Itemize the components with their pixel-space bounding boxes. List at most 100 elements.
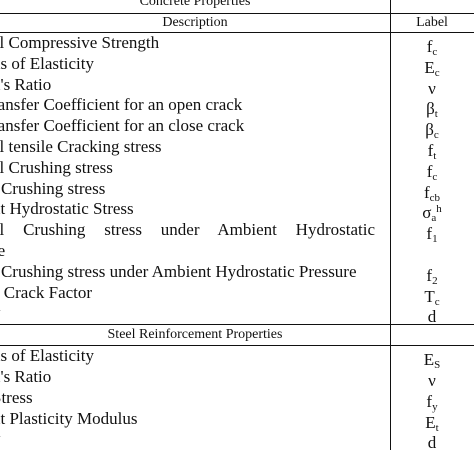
label-symbol: σ — [422, 203, 432, 223]
label-subscript: c — [434, 66, 440, 79]
concrete-section-title: Concrete Properties — [139, 0, 251, 9]
table-header-row: Description Label — [0, 14, 474, 32]
property-description: al Crushing stress — [0, 157, 113, 177]
label-subscript: cb — [429, 191, 441, 204]
table-row: re — [0, 241, 474, 262]
label-subscript: t — [434, 108, 438, 121]
properties-table: Concrete Properties Description Label al… — [0, 0, 474, 452]
steel-rows: us of ElasticityESn's RatioνStressfynt P… — [0, 346, 474, 452]
table-row: al Compressive Strength fc — [0, 33, 474, 58]
label-symbol: f — [426, 161, 433, 181]
property-description: ransfer Coefficient for an open crack — [0, 95, 243, 115]
column-divider — [390, 14, 391, 32]
label-symbol: T — [424, 286, 435, 306]
concrete-rows: al Compressive Strength fc us of Elasticit… — [0, 33, 474, 326]
table-row: n's Ratio ν — [0, 74, 474, 98]
property-label: ft — [390, 137, 474, 167]
label-symbol: E — [423, 350, 435, 370]
column-divider — [390, 346, 391, 451]
property-label: d — [390, 303, 474, 333]
property-description: l Crushing stress — [0, 178, 106, 198]
table-row: Stress fy — [0, 387, 474, 413]
property-label: d — [390, 429, 474, 459]
property-description: us of Elasticity — [0, 346, 94, 366]
property-label: ν — [390, 367, 474, 397]
label-subscript: t — [433, 149, 437, 162]
property-label: fy — [390, 388, 474, 418]
property-description: Stress — [0, 387, 33, 407]
label-subscript: c — [432, 46, 438, 58]
property-label: Ec — [390, 54, 474, 84]
label-subscript: y — [432, 400, 438, 413]
property-description: us of Elasticity — [0, 53, 94, 73]
property-description: nt Hydrostatic Stress — [0, 199, 134, 219]
label-symbol: d — [427, 307, 437, 327]
property-label: fcb — [390, 179, 474, 209]
label-symbol: f — [426, 224, 433, 244]
property-label: ν — [390, 75, 474, 105]
property-description: al Compressive Strength — [0, 33, 160, 52]
divider — [0, 345, 474, 347]
table-row: e Crack Factor Tc — [0, 282, 474, 308]
column-divider — [390, 325, 391, 346]
label-symbol: f — [427, 140, 434, 160]
table-row: nt Plasticity Modulus Et — [0, 408, 474, 434]
table-row: al Crushing stress fc — [0, 157, 474, 183]
property-label: βt — [390, 95, 474, 125]
property-description: ransfer Coefficient for an close crack — [0, 116, 245, 136]
label-symbol: f — [423, 182, 430, 202]
label-symbol: d — [427, 433, 437, 453]
property-description: nt Plasticity Modulus — [0, 408, 138, 428]
property-description: y — [0, 303, 382, 324]
table-row: l Crushing stress fcb — [0, 178, 474, 204]
property-description: n's Ratio — [0, 74, 52, 94]
concrete-section-title-row: Concrete Properties — [0, 0, 474, 13]
property-description: al Crushing stress under Ambient Hydrost… — [0, 220, 375, 240]
property-description: re — [0, 240, 6, 260]
label-symbol: E — [424, 57, 435, 77]
property-label: fc — [390, 158, 474, 188]
property-label: Tc — [390, 283, 474, 313]
description-column-header: Description — [162, 15, 228, 30]
label-subscript: c — [433, 129, 439, 142]
label-subscript: t — [435, 421, 439, 434]
table-row: al tensile Cracking stress ft — [0, 136, 474, 162]
label-subscript: 1 — [432, 233, 438, 246]
table-row: yd — [0, 429, 474, 452]
table-row: ransfer Coefficient for an close crack βc — [0, 116, 474, 141]
property-description: l Crushing stress under Ambient Hydrosta… — [0, 261, 357, 281]
property-label: Et — [390, 409, 474, 439]
divider — [0, 32, 474, 33]
table-row: nt Hydrostatic Stress σah — [0, 199, 474, 224]
label-column-header: Label — [416, 15, 448, 30]
table-row: n's Ratio ν — [0, 366, 474, 390]
property-description: y — [0, 429, 382, 450]
property-label: σah — [390, 199, 474, 229]
column-divider — [390, 0, 391, 13]
label-symbol: β — [425, 120, 434, 140]
table-row: us of Elasticity Ec — [0, 53, 474, 79]
label-subscript: 2 — [432, 274, 438, 287]
property-label: f1 — [390, 220, 474, 250]
property-description: n's Ratio — [0, 366, 52, 386]
label-symbol: β — [426, 99, 435, 119]
steel-section-title: Steel Reinforcement Properties — [107, 327, 283, 343]
label-subscript: S — [434, 359, 441, 372]
table-row: ransfer Coefficient for an open crack βt — [0, 95, 474, 120]
label-symbol: ν — [428, 370, 436, 390]
steel-section-title-row: Steel Reinforcement Properties — [0, 325, 474, 346]
property-description: e Crack Factor — [0, 282, 93, 302]
label-symbol: f — [426, 391, 433, 411]
label-superscript: h — [436, 203, 442, 216]
table-row: us of Elasticity ES — [0, 346, 474, 371]
property-label: βc — [390, 116, 474, 146]
column-divider — [390, 33, 391, 325]
table-row: yd — [0, 303, 474, 326]
property-description: al tensile Cracking stress — [0, 136, 162, 156]
label-symbol: f — [426, 37, 433, 56]
property-label: ES — [390, 346, 474, 376]
label-subscript: c — [432, 170, 438, 183]
divider — [0, 324, 474, 326]
property-label: fc — [390, 33, 474, 63]
label-symbol: f — [426, 265, 433, 285]
